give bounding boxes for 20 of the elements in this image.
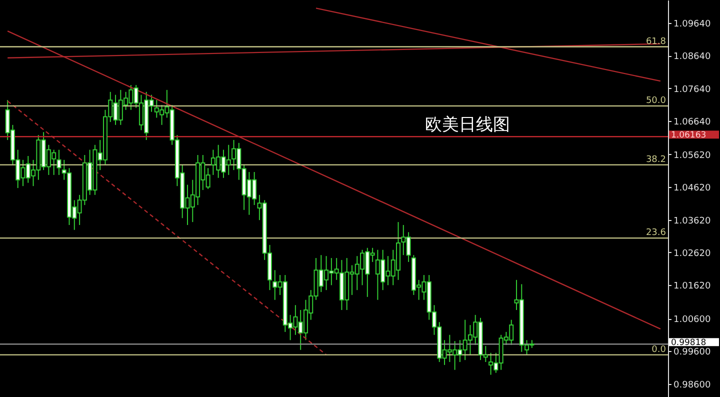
y-tick-label: 1.07640 <box>674 84 711 95</box>
y-tick-label: 0.98600 <box>674 380 711 390</box>
y-tick-label: 1.03620 <box>674 216 711 226</box>
ref-line-label: 1.06163 <box>671 130 706 141</box>
ref-line-label: 0.99818 <box>671 338 706 348</box>
y-tick-label: 1.09640 <box>674 19 711 30</box>
y-tick-label: 1.06640 <box>674 117 711 128</box>
y-tick-label: 1.05620 <box>674 150 711 161</box>
text: 欧美日线图 <box>425 115 510 134</box>
y-tick-label: 1.08640 <box>674 52 711 62</box>
annotation: 50.0 <box>646 96 666 106</box>
annotation: 0.0 <box>652 344 666 355</box>
annotation: 38.2 <box>646 154 666 165</box>
y-tick-label: 1.01620 <box>674 282 711 292</box>
candlestick <box>56 149 62 176</box>
y-tick-label: 1.04620 <box>674 184 711 194</box>
y-tick-label: 1.02620 <box>674 248 711 259</box>
annotation: 23.6 <box>646 228 666 238</box>
y-tick-label: 0.99600 <box>674 348 711 358</box>
y-tick-label: 1.00600 <box>674 315 711 326</box>
